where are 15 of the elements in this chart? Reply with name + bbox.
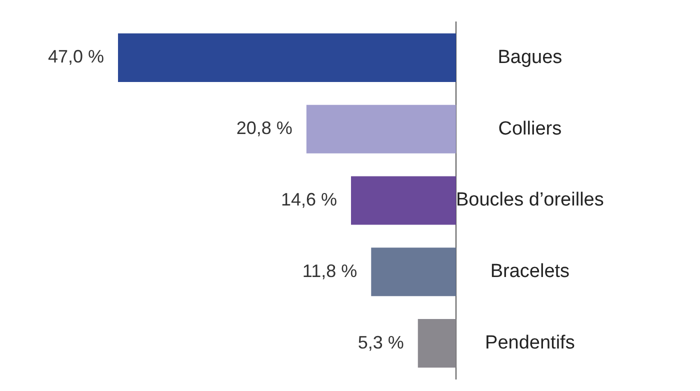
bar [306, 104, 456, 154]
data-label: 5,3 % [358, 332, 404, 352]
y-tick-label: Pendentifs [485, 332, 575, 354]
y-tick-label: Boucles d’oreilles [456, 190, 604, 211]
y-tick-label: Bagues [498, 46, 562, 68]
bar [418, 319, 456, 368]
bar [371, 248, 456, 296]
data-label: 11,8 % [302, 260, 358, 281]
data-label: 14,6 % [280, 189, 338, 210]
y-tick-label: Bracelets [490, 261, 570, 282]
bar [351, 176, 456, 225]
data-label: 20,8 % [236, 118, 292, 138]
data-label: 47,0 % [48, 46, 104, 67]
bar [118, 33, 456, 82]
y-tick-label: Colliers [498, 118, 562, 140]
